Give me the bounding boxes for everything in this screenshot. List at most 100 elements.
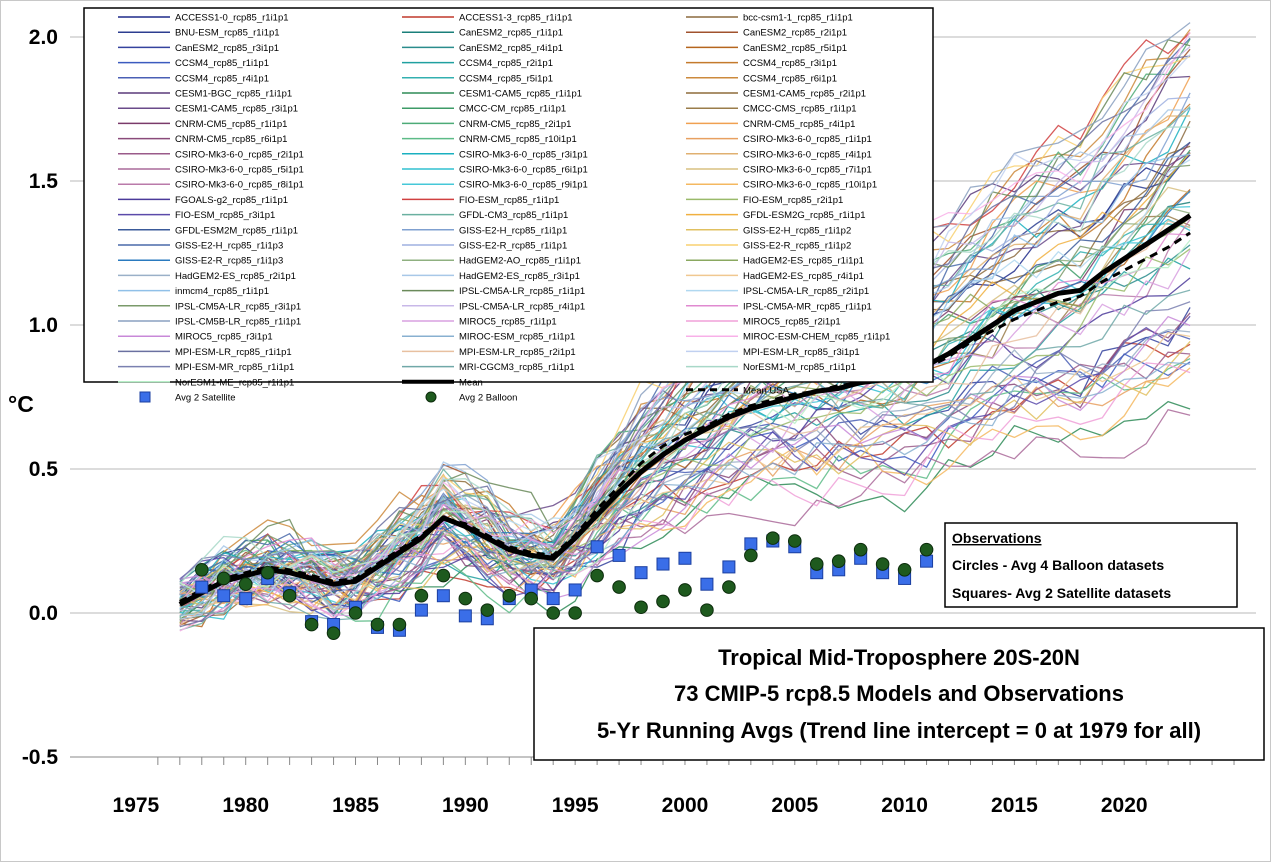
legend-label: IPSL-CM5A-LR_rcp85_r1i1p1 (459, 286, 585, 297)
legend-label: MPI-ESM-MR_rcp85_r1i1p1 (175, 362, 294, 373)
chart-title-line-1: Tropical Mid-Troposphere 20S-20N (718, 645, 1080, 670)
balloon-point (392, 617, 407, 632)
observations-squares-note: Squares- Avg 2 Satellite datasets (952, 585, 1171, 601)
balloon-point (700, 603, 714, 617)
legend-label: CCSM4_rcp85_r5i1p1 (459, 73, 553, 84)
balloon-point (787, 534, 802, 548)
legend-label: HadGEM2-AO_rcp85_r1i1p1 (459, 256, 581, 267)
satellite-point (656, 557, 670, 571)
balloon-point (656, 594, 670, 609)
x-tick-label: 1995 (552, 794, 599, 817)
model-line (179, 358, 1191, 622)
legend-label: CNRM-CM5_rcp85_r4i1p1 (743, 119, 855, 130)
legend-label: CCSM4_rcp85_r2i1p1 (459, 58, 553, 69)
legend-label: HadGEM2-ES_rcp85_r2i1p1 (175, 271, 296, 282)
balloon-point (634, 600, 648, 615)
model-line (179, 145, 1191, 621)
model-line (179, 315, 1191, 600)
title-box-frame (533, 627, 1265, 761)
legend-label: CNRM-CM5_rcp85_r6i1p1 (175, 134, 287, 145)
legend-label: IPSL-CM5A-LR_rcp85_r4i1p1 (459, 301, 585, 312)
model-line (179, 159, 1191, 617)
balloon-point (238, 577, 253, 592)
legend-label: FIO-ESM_rcp85_r2i1p1 (743, 195, 843, 206)
legend-label: MPI-ESM-LR_rcp85_r2i1p1 (459, 347, 576, 358)
satellite-point (700, 577, 714, 591)
legend-label: CESM1-CAM5_rcp85_r2i1p1 (743, 89, 866, 100)
legend-label: MIROC-ESM_rcp85_r1i1p1 (459, 332, 575, 343)
model-line (179, 361, 1191, 617)
legend-label: GISS-E2-H_rcp85_r1i1p1 (459, 225, 567, 236)
balloon-point (853, 542, 868, 557)
balloon-point (524, 591, 539, 606)
balloon-point (194, 563, 209, 577)
balloon-point (744, 548, 758, 563)
legend: ACCESS1-0_rcp85_r1i1p1 ACCESS1-3_rcp85_r1… (83, 7, 934, 404)
x-tick-label: 2005 (771, 794, 818, 817)
x-tick-label: 1975 (113, 794, 160, 817)
legend-label: FIO-ESM_rcp85_r1i1p1 (459, 195, 559, 206)
legend-label: GISS-E2-R_rcp85_r1i1p1 (459, 241, 567, 252)
legend-label: ACCESS1-0_rcp85_r1i1p1 (175, 13, 289, 24)
y-axis: -0.5 0.0 0.5 1.0 1.5 2.0 (22, 26, 59, 769)
balloon-point (612, 580, 626, 594)
satellite-point (414, 603, 428, 617)
legend-label: GISS-E2-R_rcp85_r1i1p3 (175, 256, 283, 267)
legend-label: MIROC5_rcp85_r1i1p1 (459, 317, 557, 328)
legend-label: HadGEM2-ES_rcp85_r1i1p1 (743, 256, 864, 267)
model-line (179, 408, 1191, 616)
legend-label: CCSM4_rcp85_r3i1p1 (743, 58, 837, 69)
y-axis-label: °C (8, 391, 34, 417)
legend-label: CESM1-CAM5_rcp85_r1i1p1 (459, 89, 582, 100)
legend-label: CCSM4_rcp85_r1i1p1 (175, 58, 269, 69)
balloon-point (502, 588, 517, 603)
x-tick-label: 2020 (1101, 794, 1148, 817)
balloon-point (875, 557, 890, 571)
legend-label: CSIRO-Mk3-6-0_rcp85_r7i1p1 (743, 165, 872, 176)
legend-label: MIROC5_rcp85_r3i1p1 (175, 332, 273, 343)
legend-label: GISS-E2-H_rcp85_r1i1p2 (743, 225, 851, 236)
model-line (179, 92, 1191, 596)
satellite-point (436, 589, 450, 603)
legend-label: Avg 2 Satellite (175, 393, 236, 404)
legend-label: HadGEM2-ES_rcp85_r3i1p1 (459, 271, 580, 282)
satellite-point (612, 548, 626, 562)
balloon-point (722, 580, 736, 594)
legend-label: Avg 2 Balloon (459, 393, 517, 404)
legend-label: Mean (459, 377, 483, 388)
legend-label: bcc-csm1-1_rcp85_r1i1p1 (743, 13, 853, 24)
satellite-point (568, 583, 582, 597)
y-tick-label: 1.5 (29, 170, 59, 193)
balloon-point (436, 568, 451, 583)
legend-label: CCSM4_rcp85_r4i1p1 (175, 73, 269, 84)
mean-usa-line (179, 231, 1191, 603)
legend-label: CanESM2_rcp85_r5i1p1 (743, 43, 847, 54)
model-line (179, 239, 1191, 596)
legend-label: CSIRO-Mk3-6-0_rcp85_r3i1p1 (459, 149, 588, 160)
balloon-point (568, 606, 582, 620)
balloon-point (348, 606, 363, 620)
satellite-point (458, 609, 472, 623)
satellite-point (239, 592, 253, 606)
legend-swatch (425, 391, 437, 403)
model-line (179, 190, 1191, 585)
satellite-point (920, 554, 934, 568)
satellite-point (217, 589, 231, 603)
legend-label: CSIRO-Mk3-6-0_rcp85_r5i1p1 (175, 165, 304, 176)
satellite-point (195, 580, 209, 594)
x-tick-label: 1990 (442, 794, 489, 817)
balloon-point (304, 617, 319, 632)
y-tick-label: 0.0 (29, 602, 58, 625)
legend-label: GISS-E2-H_rcp85_r1i1p3 (175, 241, 283, 252)
legend-label: CSIRO-Mk3-6-0_rcp85_r8i1p1 (175, 180, 304, 191)
mean-lines (178, 213, 1192, 607)
legend-label: IPSL-CM5A-LR_rcp85_r2i1p1 (743, 286, 869, 297)
balloon-point (282, 588, 297, 603)
balloon-point (919, 542, 934, 557)
legend-label: CMCC-CMS_rcp85_r1i1p1 (743, 104, 857, 115)
satellite-point (634, 566, 648, 580)
balloon-point (678, 583, 692, 597)
model-line (179, 315, 1191, 600)
